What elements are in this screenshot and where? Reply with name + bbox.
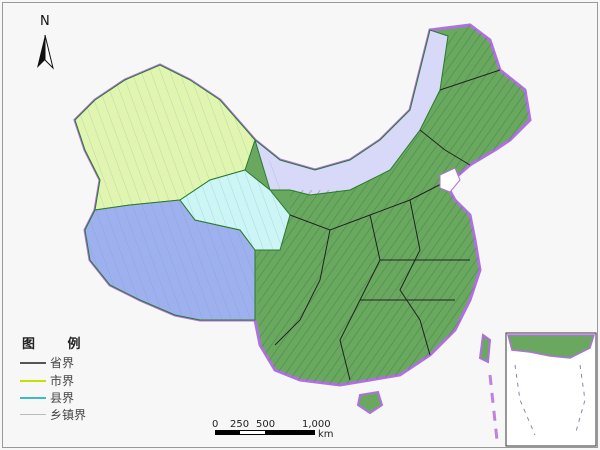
- south-china-sea-inset: [505, 332, 597, 447]
- scale-tick-500: 500: [256, 419, 276, 430]
- hainan-island: [356, 390, 384, 415]
- legend-item-city: 市界: [20, 372, 74, 389]
- legend-swatch: [20, 396, 46, 399]
- west-boundaries-texture: [75, 65, 290, 320]
- scale-tick-1000: 1,000: [302, 419, 331, 430]
- legend-item-town: 乡镇界: [20, 406, 86, 423]
- scale-tick-250: 250: [230, 419, 250, 430]
- province-boundaries: [274, 69, 501, 381]
- scale-bar: [215, 430, 315, 435]
- legend-swatch: [20, 361, 46, 364]
- legend-swatch: [20, 379, 46, 382]
- legend-label: 市界: [50, 374, 75, 388]
- taiwan-island: [478, 333, 492, 364]
- north-label: N: [40, 14, 50, 29]
- legend-label: 县界: [50, 391, 75, 405]
- east-boundaries-texture: [255, 25, 530, 385]
- bohai-sea: [439, 167, 461, 193]
- legend-item-county: 县界: [20, 389, 74, 406]
- legend-title: 图 例: [22, 337, 95, 352]
- legend-swatch: [20, 414, 46, 415]
- nine-dash-line-segment: [488, 374, 499, 441]
- legend-label: 省界: [50, 356, 75, 370]
- scale-unit: km: [318, 429, 334, 440]
- legend-label: 乡镇界: [50, 408, 87, 422]
- north-arrow-icon: [37, 34, 54, 70]
- legend-item-province: 省界: [20, 354, 74, 371]
- scale-tick-0: 0: [212, 419, 219, 430]
- china-mainland: [73, 23, 532, 387]
